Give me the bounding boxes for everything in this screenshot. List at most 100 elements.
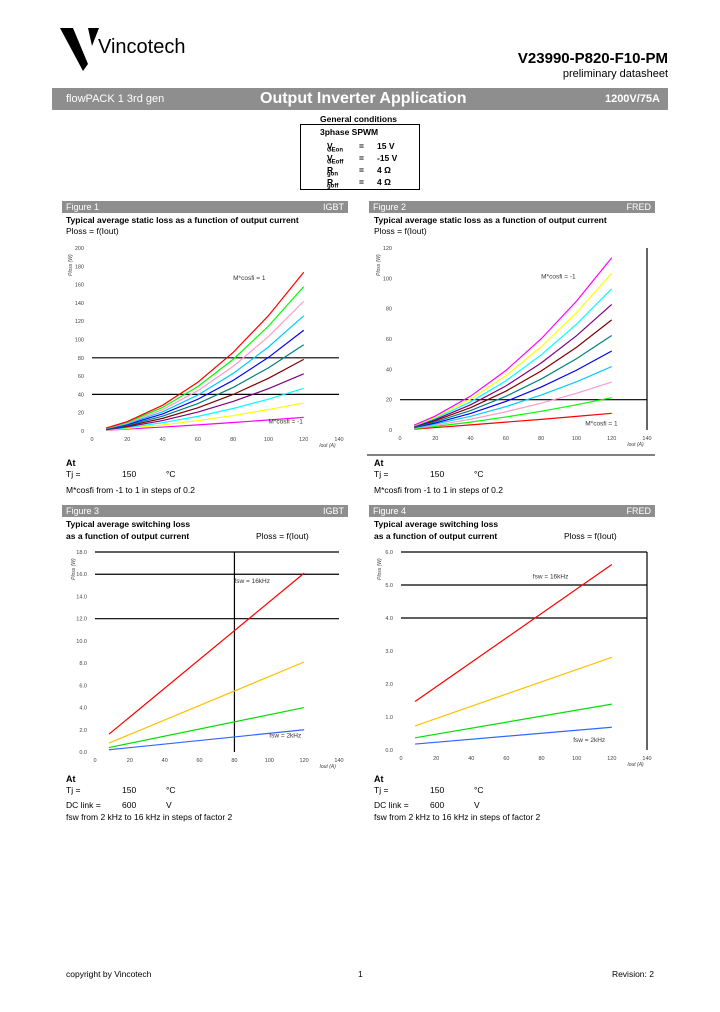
temp-unit: °C (474, 785, 484, 795)
conditions-at: At (374, 774, 384, 784)
x-tick-label: 0 (398, 436, 401, 442)
x-tick-label: 100 (572, 756, 581, 762)
temp-label: Tj = (374, 469, 389, 479)
dc-link-label: DC link = (66, 800, 101, 810)
y-tick-label: 5.0 (385, 583, 393, 589)
chart-4: 0.0 1.0 2.0 3.0 4.0 5.0 6.0 0 20 40 60 80 100 120 140I… (377, 550, 652, 768)
x-tick-label: 80 (538, 436, 544, 442)
temp-unit: °C (166, 469, 176, 479)
series-line (106, 344, 305, 430)
y-tick-label: 0 (389, 428, 392, 434)
y-tick-label: 80 (386, 307, 392, 313)
condition-value: 4 Ω (377, 165, 391, 175)
x-tick-label: 40 (468, 436, 474, 442)
y-tick-label: 20 (386, 398, 392, 404)
x-tick-label: 0 (90, 437, 93, 443)
series-line (413, 257, 613, 426)
device-tag: IGBT (322, 202, 344, 212)
symbol-subscript: GEon (327, 147, 343, 154)
series-line (108, 729, 305, 751)
x-tick-label: 120 (607, 756, 616, 762)
dc-link-label: DC link = (374, 800, 409, 810)
modulation-mode: 3phase SPWM (320, 127, 379, 137)
dc-link-value: 600 (430, 800, 445, 810)
figure-label: Figure 2 (373, 202, 407, 212)
figure-4-header: Figure 4 FRED (369, 505, 655, 517)
series-line (106, 373, 304, 431)
temp-value: 150 (122, 469, 137, 479)
y-tick-label: 120 (383, 246, 392, 252)
x-tick-label: 60 (195, 437, 201, 443)
device-tag: IGBT (322, 506, 344, 516)
y-tick-label: 200 (75, 246, 84, 252)
series-line (108, 572, 305, 735)
figure-title-line2: as a function of output current (66, 531, 190, 541)
series-line (414, 397, 612, 430)
figure-formula: Ploss = f(Iout) (374, 226, 427, 236)
y-axis-label: Ploss (W) (71, 558, 77, 580)
conditions-title: General conditions (320, 114, 397, 124)
y-tick-label: 16.0 (76, 572, 87, 578)
series-line (415, 726, 612, 745)
chart-annotation: fsw = 2kHz (269, 733, 301, 740)
chart-annotation: M*cosfi = 1 (233, 275, 266, 282)
y-tick-label: 2.0 (385, 682, 393, 688)
chart-annotation: M*cosfi = -1 (268, 419, 303, 426)
chart-annotation: fsw = 16kHz (533, 573, 569, 580)
y-tick-label: 10.0 (76, 639, 87, 645)
y-tick-label: 120 (75, 319, 84, 325)
company-name: Vincotech (98, 36, 186, 58)
series-line (105, 271, 305, 429)
condition-value: 15 V (377, 141, 395, 151)
x-tick-label: 0 (399, 756, 402, 762)
figure-label: Figure 1 (66, 202, 100, 212)
temp-unit: °C (474, 469, 484, 479)
figure-note: fsw from 2 kHz to 16 kHz in steps of fac… (374, 812, 541, 822)
chart-3: 0.0 2.0 4.0 6.0 8.0 10.0 12.0 14.0 16.0 18.0 0 20 40… (71, 550, 344, 770)
x-tick-label: 40 (160, 437, 166, 443)
y-tick-label: 18.0 (76, 550, 87, 556)
x-axis-label: Iout (A) (627, 762, 644, 768)
chart-annotation: M*cosfi = 1 (585, 420, 618, 427)
figure-1-header: Figure 1 IGBT (62, 201, 348, 213)
part-number: V23990-P820-F10-PM (517, 50, 668, 67)
series-line (105, 286, 305, 429)
y-tick-label: 3.0 (385, 649, 393, 655)
x-tick-label: 20 (127, 758, 133, 764)
equals: = (359, 177, 364, 187)
y-tick-label: 140 (75, 301, 84, 307)
figure-formula: Ploss = f(Iout) (564, 531, 617, 541)
series-line (108, 706, 305, 749)
x-tick-label: 40 (468, 756, 474, 762)
series-line (414, 366, 612, 429)
rating: 1200V/75A (604, 93, 660, 105)
chart-annotation: fsw = 2kHz (573, 737, 605, 744)
y-tick-label: 2.0 (79, 728, 87, 734)
figure-note: fsw from 2 kHz to 16 kHz in steps of fac… (66, 812, 233, 822)
x-tick-label: 0 (93, 758, 96, 764)
figure-title: Typical average static loss as a functio… (374, 215, 607, 225)
symbol-subscript: gon (327, 171, 338, 178)
figure-label: Figure 3 (66, 506, 100, 516)
x-tick-label: 100 (264, 437, 273, 443)
y-tick-label: 1.0 (385, 715, 393, 721)
y-tick-label: 12.0 (76, 617, 87, 623)
temp-label: Tj = (66, 469, 81, 479)
figure-formula: Ploss = f(Iout) (66, 226, 119, 236)
symbol: R (327, 165, 334, 175)
dc-link-unit: V (474, 800, 480, 810)
symbol-subscript: goff (327, 183, 339, 190)
y-axis-label: Ploss (W) (377, 558, 383, 580)
x-tick-label: 140 (334, 437, 343, 443)
x-tick-label: 80 (539, 756, 545, 762)
x-tick-label: 140 (334, 758, 343, 764)
series-line (413, 319, 613, 428)
series-line (106, 387, 304, 431)
y-tick-label: 6.0 (385, 550, 393, 556)
vincotech-logo-icon (60, 28, 99, 71)
title-bar: flowPACK 1 3rd gen Output Inverter Appli… (52, 88, 668, 110)
